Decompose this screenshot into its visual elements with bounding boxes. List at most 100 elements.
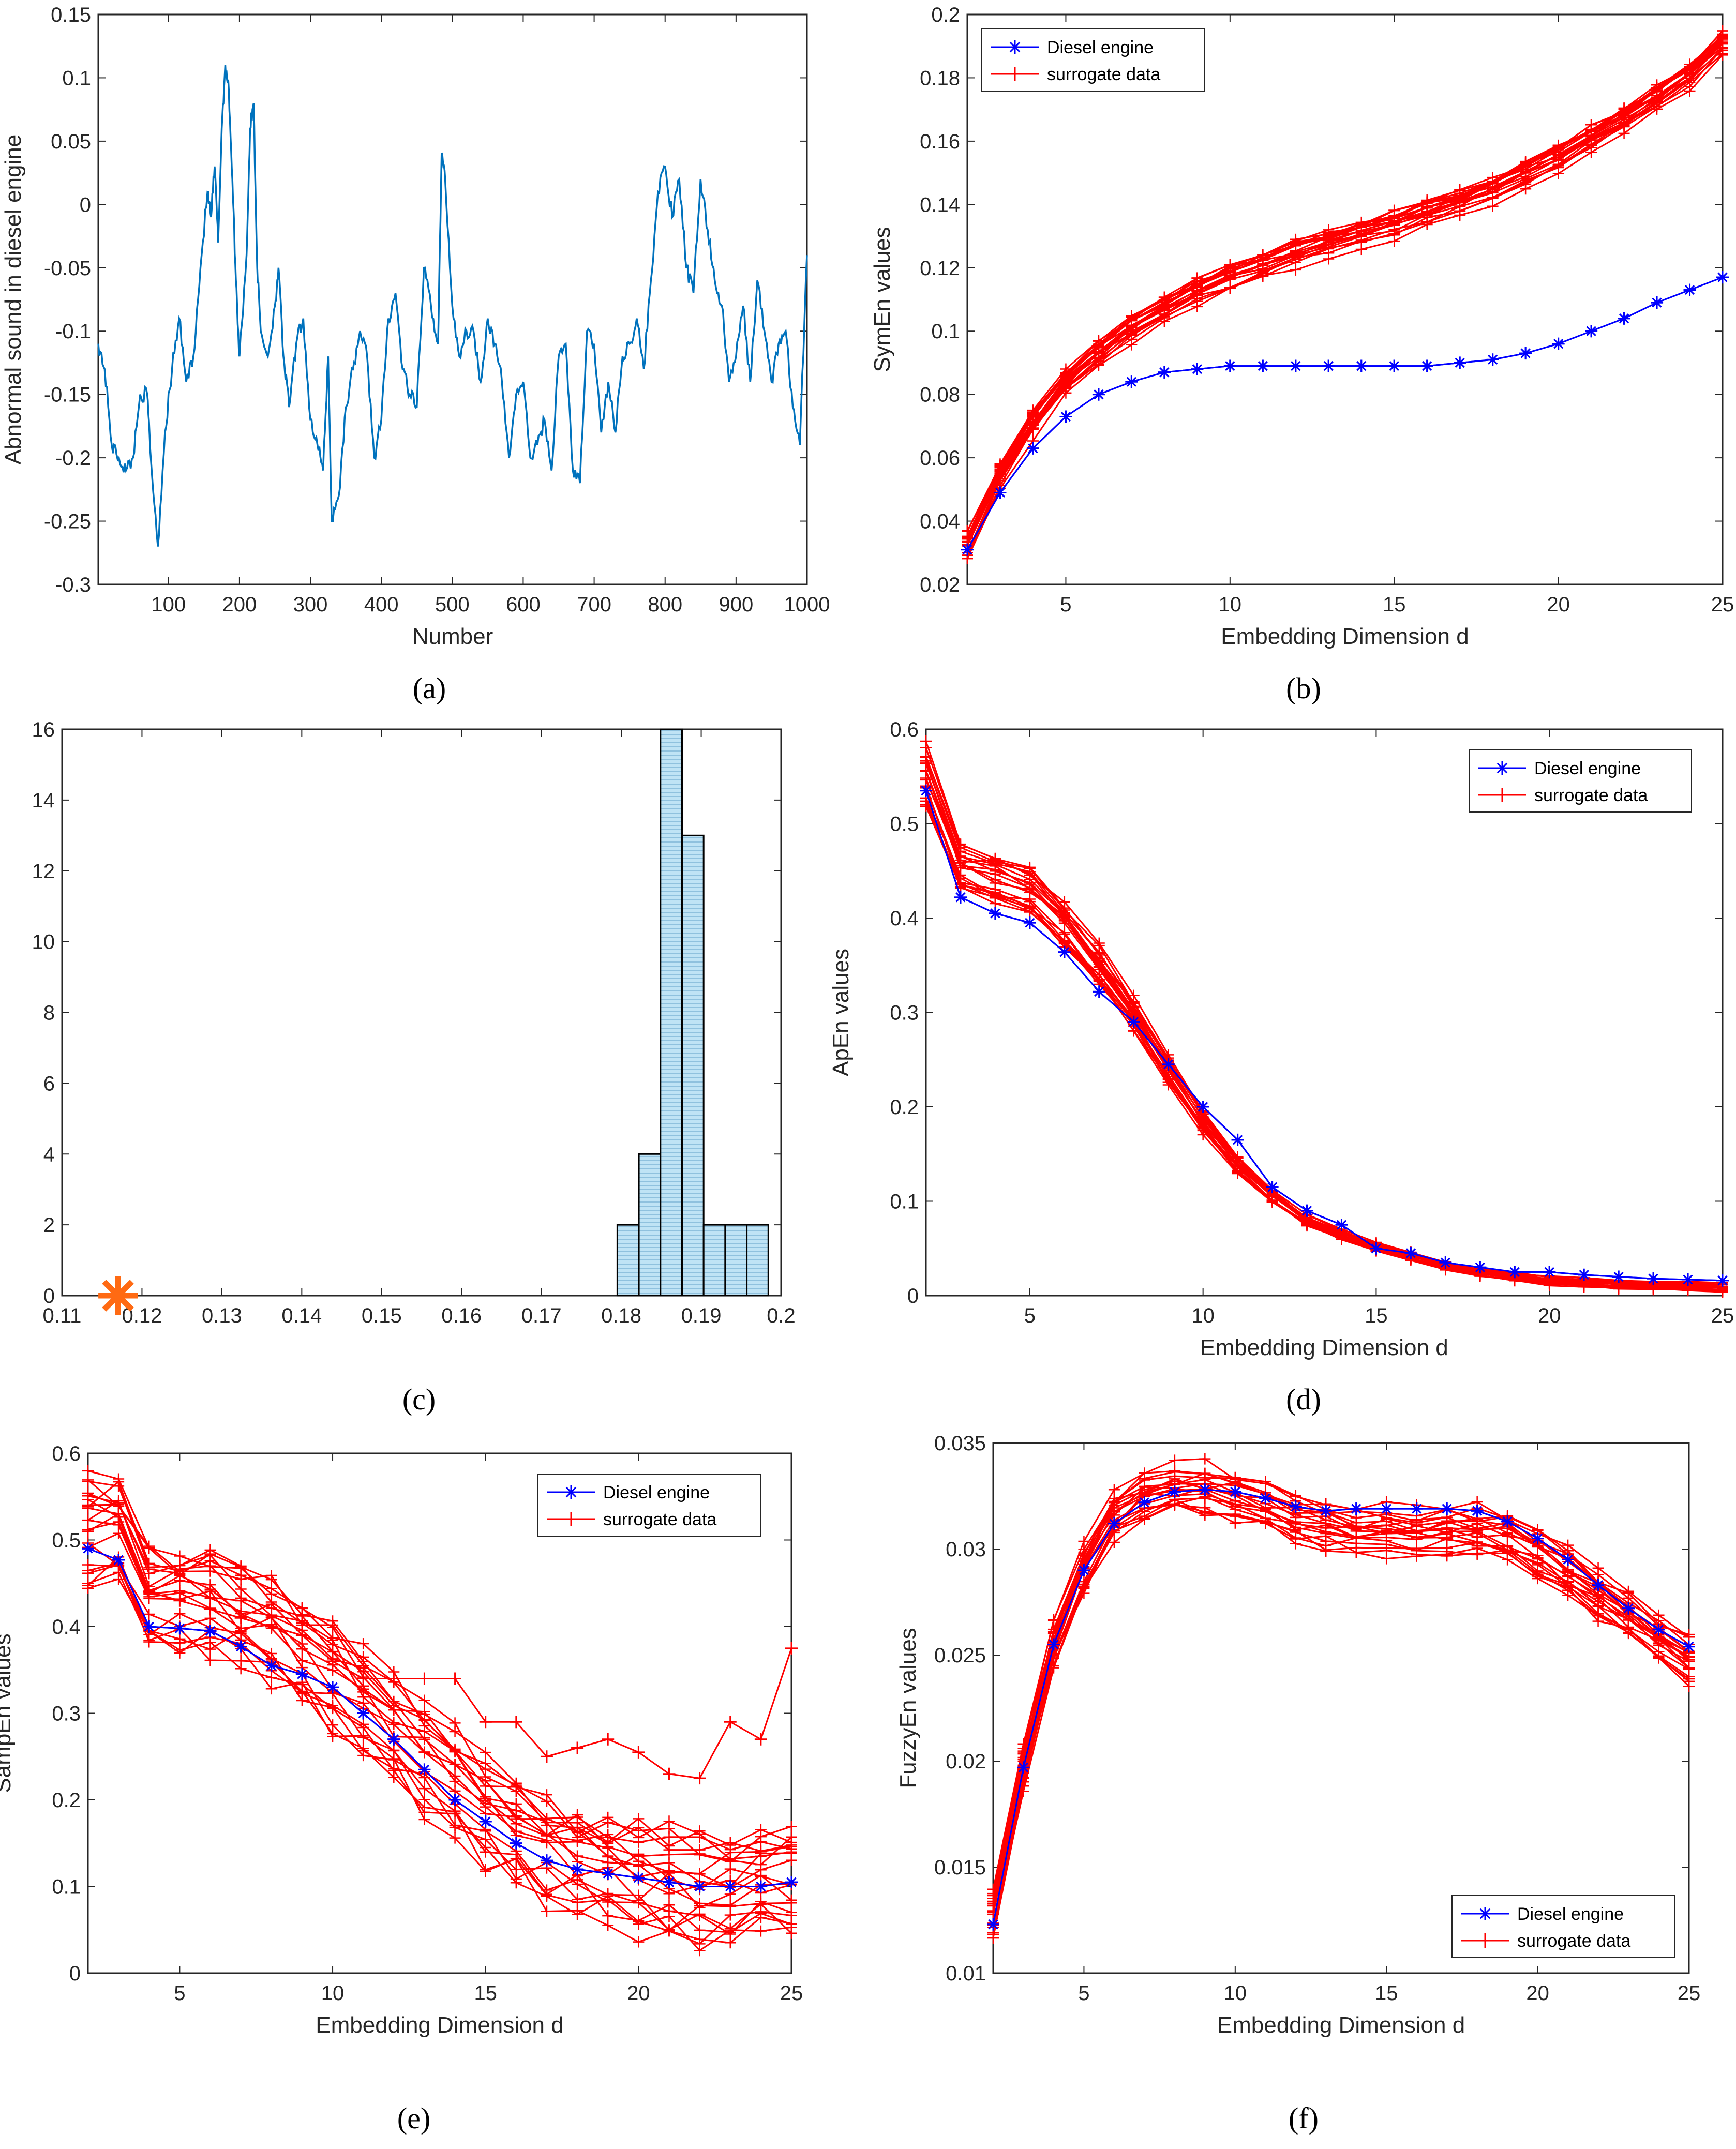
- diesel-engine-point: [1017, 1761, 1030, 1774]
- diesel-engine-point: [1612, 1270, 1625, 1283]
- y-tick-label: 0.6: [52, 1442, 81, 1465]
- surrogate-point: [510, 1716, 522, 1729]
- diesel-engine-point: [1562, 1553, 1575, 1566]
- surrogate-point: [1093, 973, 1105, 985]
- diesel-engine-point: [1047, 1638, 1060, 1651]
- surrogate-line: [966, 54, 1724, 559]
- surrogate-point: [1381, 1528, 1393, 1540]
- y-tick-label: 10: [32, 931, 55, 954]
- y-tick-label: 0: [907, 1285, 919, 1308]
- surrogate-point: [1290, 249, 1301, 261]
- surrogate-point: [1128, 989, 1140, 1001]
- x-tick-label: 20: [1547, 593, 1570, 616]
- diesel-engine-point: [663, 1876, 676, 1889]
- surrogate-point: [1592, 1610, 1604, 1622]
- x-tick-label: 200: [222, 593, 257, 616]
- surrogate-point: [1562, 1589, 1574, 1601]
- surrogate-point: [82, 1502, 94, 1514]
- legend-marker: [1495, 761, 1509, 775]
- surrogate-line: [966, 43, 1724, 546]
- surrogate-point: [1623, 1627, 1635, 1639]
- surrogate-point: [1388, 210, 1400, 222]
- diesel-engine-point: [1439, 1256, 1452, 1269]
- x-axis-label: Embedding Dimension d: [316, 2012, 563, 2038]
- x-tick-label: 25: [1678, 1982, 1701, 2005]
- surrogate-line: [925, 762, 1723, 1286]
- surrogate-point: [1487, 192, 1499, 204]
- diesel-engine-line: [992, 1489, 1689, 1925]
- diesel-engine-point: [448, 1794, 461, 1806]
- panel-caption: (e): [397, 2101, 430, 2135]
- surrogate-point: [449, 1745, 461, 1757]
- y-tick-label: 0.6: [890, 718, 919, 741]
- y-tick-label: 2: [43, 1214, 55, 1237]
- surrogate-point: [572, 1908, 583, 1920]
- surrogate-line: [87, 1564, 792, 1933]
- y-tick-label: 0.1: [890, 1191, 919, 1213]
- surrogate-point: [418, 1747, 430, 1759]
- surrogate-point: [418, 1783, 430, 1795]
- surrogate-line: [925, 771, 1723, 1289]
- surrogate-point: [571, 1741, 584, 1754]
- diesel-engine-line: [966, 276, 1723, 550]
- diesel-engine-point: [1578, 1268, 1591, 1281]
- x-tick-label: 0.13: [202, 1304, 242, 1327]
- surrogate-point: [449, 1776, 461, 1787]
- legend: Diesel engine surrogate data: [1451, 1895, 1675, 1958]
- surrogate-line: [87, 1499, 792, 1874]
- surrogate-point: [1301, 1215, 1313, 1227]
- surrogate-line: [992, 1498, 1689, 1923]
- diesel-engine-point: [1552, 337, 1565, 350]
- diesel-engine-point: [387, 1733, 400, 1746]
- surrogate-point: [235, 1663, 247, 1675]
- x-tick-label: 0.14: [281, 1304, 322, 1327]
- surrogate-point: [786, 1821, 797, 1832]
- surrogate-point: [1199, 1502, 1211, 1514]
- diesel-engine-point: [1519, 347, 1532, 360]
- diesel-engine-point: [754, 1880, 767, 1893]
- surrogate-point: [449, 1808, 461, 1820]
- surrogate-point: [113, 1527, 125, 1539]
- x-tick-label: 15: [1365, 1304, 1388, 1327]
- surrogate-point: [1169, 1454, 1180, 1466]
- legend-marker: [1008, 67, 1022, 81]
- surrogate-point: [143, 1542, 155, 1554]
- surrogate-point: [174, 1559, 186, 1571]
- surrogate-point: [1651, 86, 1663, 98]
- legend-entry: surrogate data: [1534, 786, 1648, 805]
- surrogate-point: [357, 1691, 369, 1703]
- diesel-engine-line: [966, 276, 1723, 550]
- surrogate-line: [966, 30, 1724, 531]
- y-tick-label: -0.1: [55, 320, 91, 343]
- surrogate-point: [694, 1848, 706, 1860]
- surrogate-point: [204, 1592, 216, 1604]
- diesel-engine-point: [112, 1554, 125, 1567]
- surrogate-point: [693, 1772, 706, 1785]
- surrogate-point: [510, 1810, 522, 1822]
- surrogate-line: [87, 1555, 792, 1945]
- y-tick-label: 0.04: [920, 510, 960, 533]
- surrogate-point: [1126, 314, 1138, 326]
- x-axis-label: Embedding Dimension d: [1217, 2012, 1465, 2038]
- surrogate-point: [510, 1864, 522, 1875]
- signal-line: [97, 65, 808, 547]
- surrogate-point: [1108, 1502, 1120, 1514]
- diesel-engine-point: [1404, 1246, 1417, 1259]
- surrogate-point: [633, 1936, 645, 1948]
- surrogate-point: [82, 1476, 94, 1487]
- surrogate-point: [1502, 1527, 1514, 1539]
- surrogate-line: [925, 770, 1723, 1289]
- surrogate-line: [992, 1458, 1689, 1890]
- surrogate-point: [989, 889, 1001, 901]
- surrogate-point: [1169, 1465, 1180, 1477]
- surrogate-point: [1653, 1651, 1665, 1663]
- surrogate-point: [602, 1816, 614, 1828]
- surrogate-point: [1024, 869, 1036, 881]
- surrogate-point: [987, 1932, 999, 1944]
- y-tick-label: 0.05: [51, 130, 91, 153]
- diesel-engine-point: [994, 486, 1007, 499]
- surrogate-point: [82, 1465, 94, 1477]
- y-tick-label: 12: [32, 860, 55, 883]
- surrogate-point: [1290, 1517, 1301, 1529]
- y-axis-label: ApEn values: [828, 949, 854, 1076]
